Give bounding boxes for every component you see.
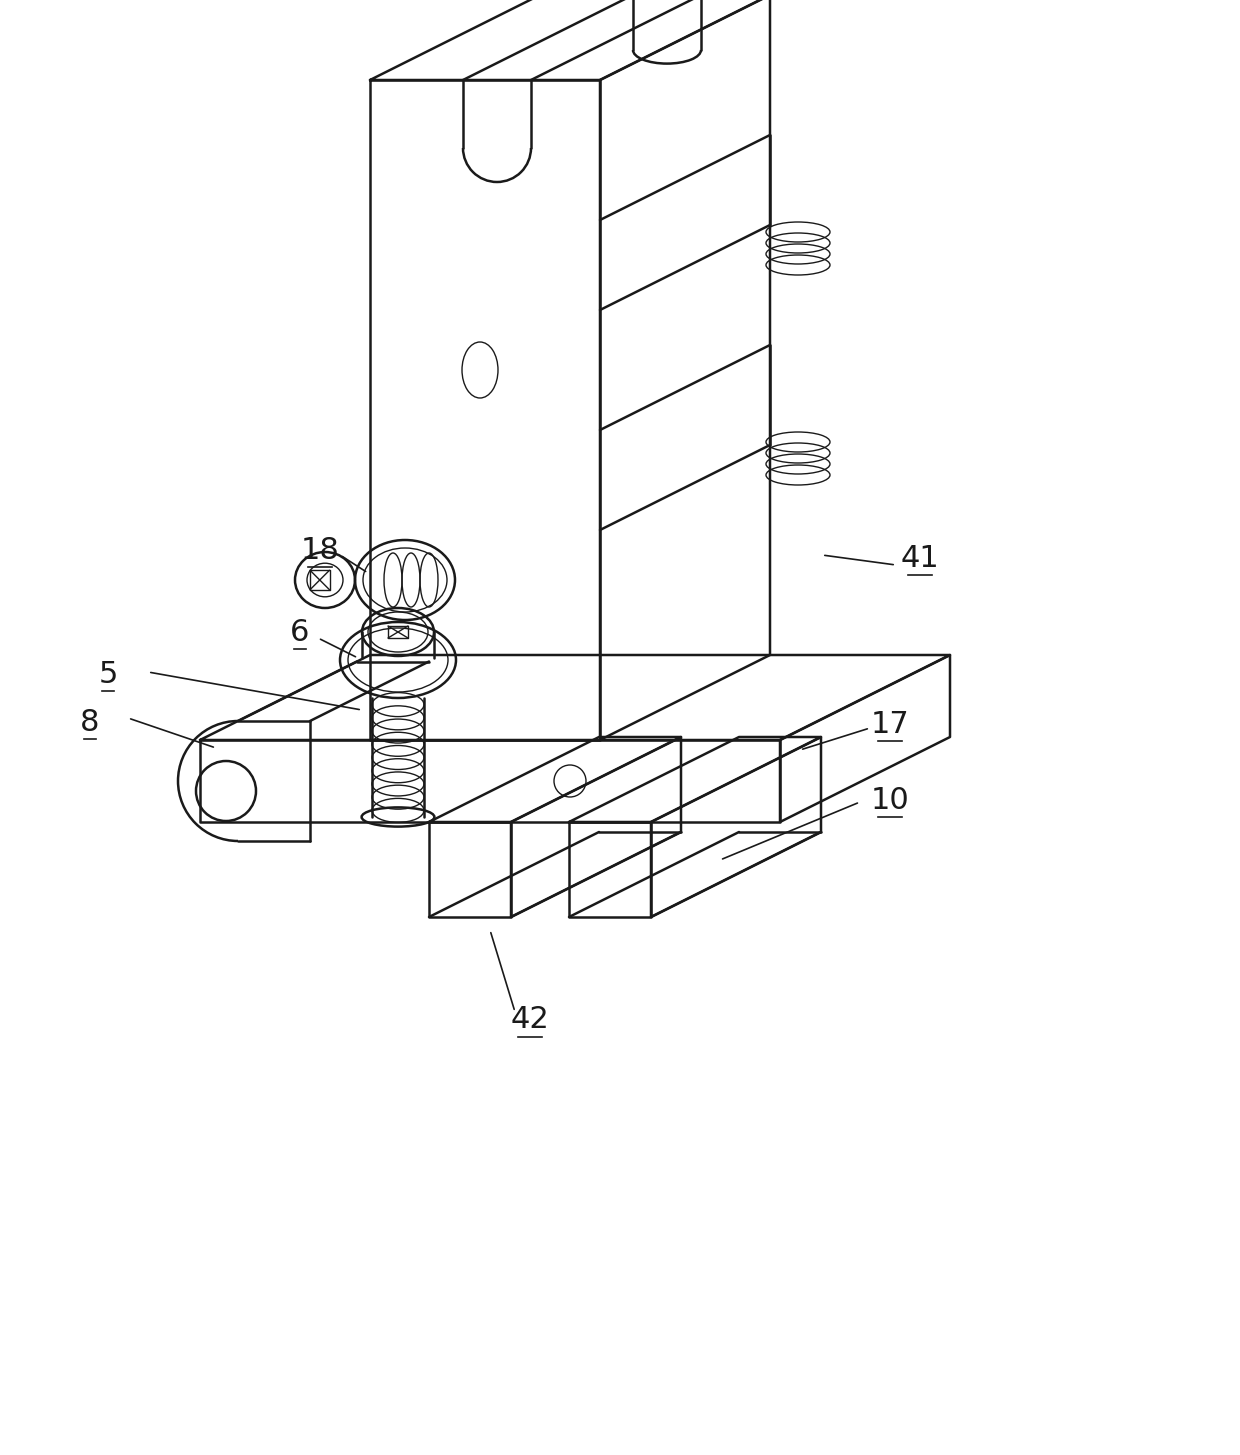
Text: 41: 41 — [900, 544, 940, 572]
Text: 17: 17 — [870, 710, 909, 739]
Text: 42: 42 — [511, 1005, 549, 1035]
Text: 8: 8 — [81, 707, 99, 736]
Text: 10: 10 — [870, 786, 909, 815]
Text: 6: 6 — [290, 617, 310, 646]
Text: 18: 18 — [300, 535, 340, 565]
Text: 5: 5 — [98, 659, 118, 688]
